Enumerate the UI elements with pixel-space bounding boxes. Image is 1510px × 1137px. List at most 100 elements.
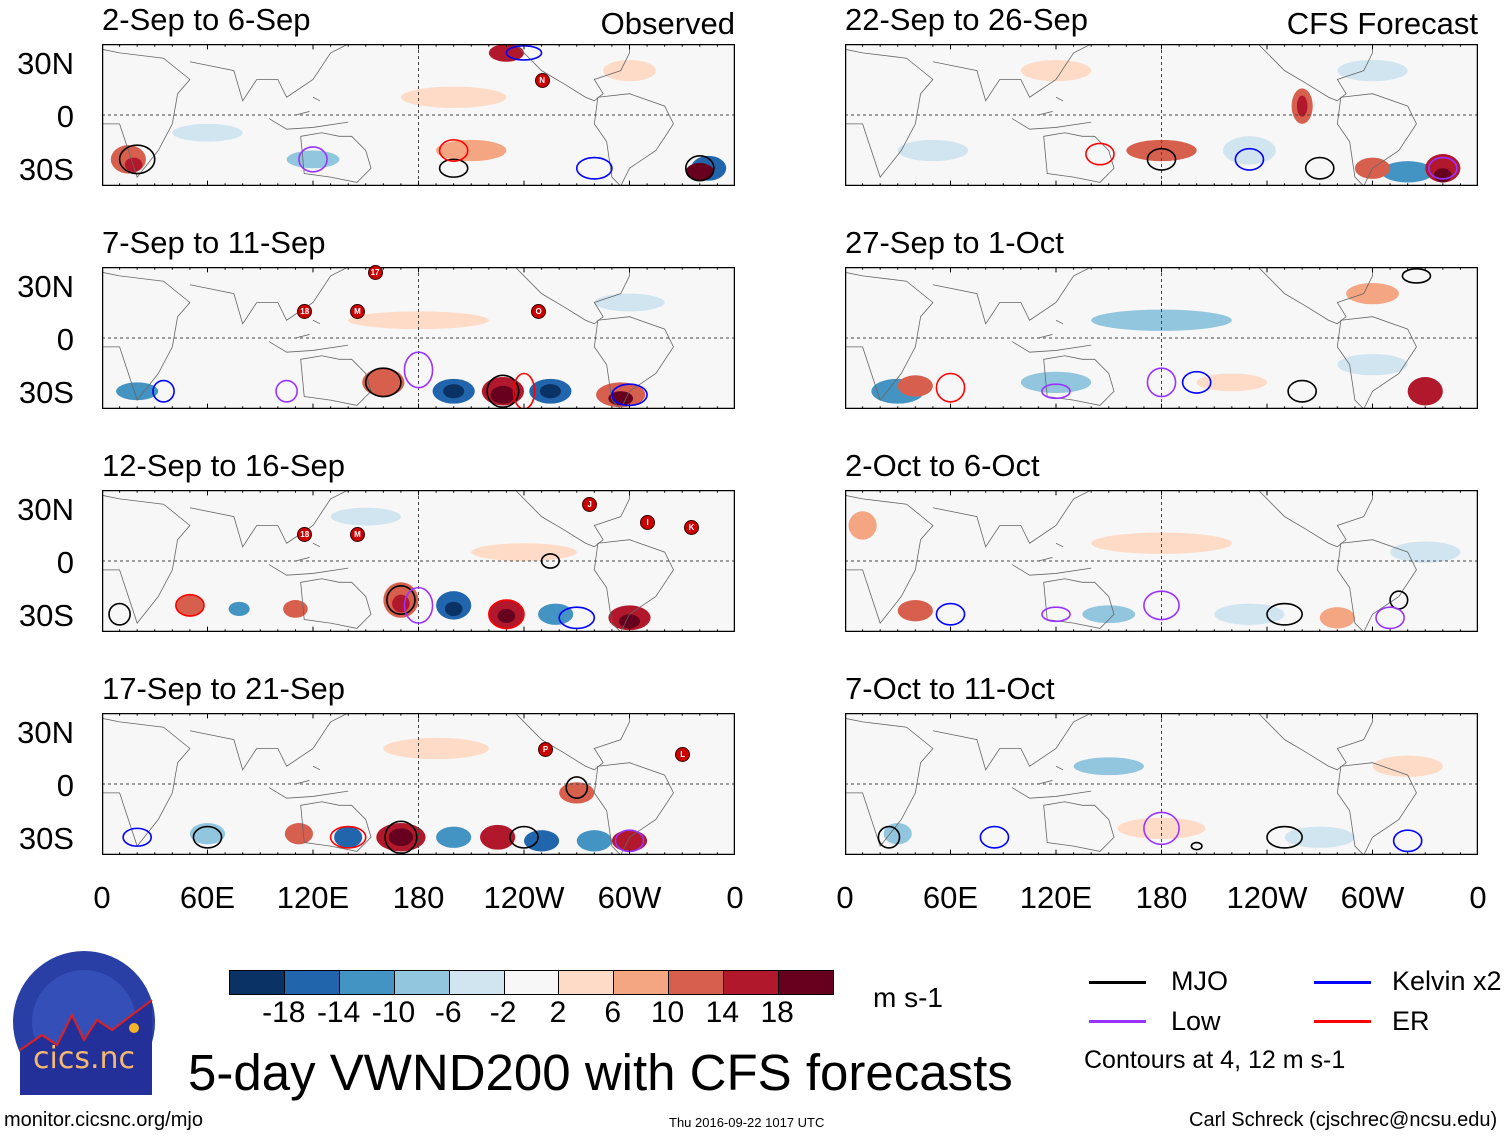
panel-label: Observed (600, 6, 735, 41)
lat-tick-label: 30S (18, 821, 74, 856)
wave-contour (1042, 607, 1070, 621)
wave-contour (153, 381, 174, 402)
wave-contour (489, 600, 524, 628)
colorbar-swatch (449, 971, 505, 994)
map-panel (845, 713, 1478, 855)
colorbar (229, 970, 834, 995)
colorbar-swatch (779, 971, 833, 994)
anomaly-shading (443, 384, 465, 399)
coastline (1012, 543, 1091, 575)
lon-tick-label: 0 (726, 880, 744, 915)
wave-contour (566, 777, 587, 798)
lat-tick-label: 0 (56, 99, 74, 134)
coastline (1337, 540, 1416, 632)
anomaly-shading (685, 162, 714, 181)
wave-contour (878, 827, 899, 848)
lat-tick-label: 30S (18, 152, 74, 187)
anomaly-shading (848, 511, 877, 540)
anomaly-shading (388, 828, 414, 847)
legend-low-line (1089, 1020, 1146, 1023)
anomaly-shading (1091, 532, 1232, 554)
coastline (845, 495, 933, 623)
anomaly-shading (1319, 607, 1355, 629)
wave-contour (366, 368, 401, 396)
anomaly-shading (480, 824, 516, 850)
anomaly-shading (175, 594, 204, 617)
panel-title: 2-Oct to 6-Oct (845, 448, 1040, 483)
wave-contour (1394, 830, 1422, 851)
wave-contour (440, 159, 468, 177)
wave-contour (440, 140, 468, 161)
anomaly-shading (603, 59, 656, 82)
footer-author: Carl Schreck (cjschrec@ncsu.edu) (1189, 1109, 1498, 1131)
wave-contour (559, 607, 594, 628)
coastline (190, 490, 348, 547)
map-panel (102, 713, 735, 855)
anomaly-shading (1346, 282, 1399, 305)
legend-kelvin-line (1314, 981, 1371, 984)
figure-title: 5-day VWND200 with CFS forecasts (188, 1044, 1013, 1101)
lon-tick-label: 120E (276, 880, 350, 915)
wave-contour (123, 828, 151, 846)
lat-tick-label: 30S (18, 375, 74, 410)
anomaly-shading (116, 382, 159, 401)
wave-contour (1267, 827, 1302, 848)
coastline (190, 267, 348, 324)
wave-contour (1144, 812, 1179, 844)
anomaly-shading (172, 123, 243, 142)
wave-contour (1147, 368, 1175, 396)
legend-low: Low (1171, 1006, 1221, 1036)
lon-tick-label: 60E (922, 880, 979, 915)
contour-note: Contours at 4, 12 m s-1 (1084, 1046, 1346, 1074)
wave-contour (387, 586, 415, 614)
wave-contour (510, 827, 538, 848)
tropical-cyclone-icon: 17 (367, 265, 383, 281)
lat-tick-label: 30S (18, 598, 74, 633)
anomaly-shading (1223, 136, 1276, 165)
tropical-cyclone-icon: M (349, 304, 365, 320)
coastline (269, 766, 348, 798)
logo-text: cics.nc (33, 1041, 135, 1076)
footer-url[interactable]: monitor.cicsnc.org/mjo (4, 1109, 203, 1131)
wave-contour (487, 375, 519, 407)
map-panel (102, 44, 735, 186)
tropical-cyclone-icon: O (531, 304, 547, 320)
lon-tick-label: 120W (483, 880, 565, 915)
coastline (269, 97, 348, 129)
coastline (845, 718, 933, 846)
anomaly-shading (392, 594, 410, 613)
lon-tick-label: 60W (597, 880, 662, 915)
map-panel (102, 490, 735, 632)
colorbar-swatch (614, 971, 670, 994)
anomaly-shading (383, 737, 489, 760)
anomaly-shading (524, 830, 560, 852)
anomaly-shading (1434, 168, 1452, 183)
lon-tick-label: 120W (1226, 880, 1308, 915)
coastline (102, 49, 190, 177)
anomaly-shading (400, 86, 507, 108)
anomaly-shading (436, 139, 507, 162)
anomaly-shading (330, 507, 401, 526)
panel-title: 12-Sep to 16-Sep (102, 448, 346, 483)
panel-title: 2-Sep to 6-Sep (102, 2, 311, 37)
colorbar-swatch (284, 971, 340, 994)
coastline (269, 543, 348, 575)
anomaly-shading (897, 600, 933, 622)
anomaly-shading (1337, 353, 1408, 376)
anomaly-shading (611, 830, 648, 852)
wave-contour (1042, 384, 1070, 398)
anomaly-shading (1296, 95, 1308, 117)
tropical-cyclone-icon: L (675, 746, 691, 762)
anomaly-shading (348, 311, 489, 330)
lon-tick-label: 60E (179, 880, 236, 915)
colorbar-tick-label: 18 (760, 996, 794, 1029)
tropical-cyclone-icon: 18 (297, 527, 313, 543)
anomaly-shading (1337, 59, 1408, 82)
anomaly-shading (1381, 161, 1435, 183)
anomaly-shading (1214, 603, 1285, 625)
anomaly-shading (124, 157, 143, 172)
anomaly-shading (1073, 757, 1144, 776)
wave-contour (1086, 143, 1114, 164)
anomaly-shading (444, 601, 463, 617)
